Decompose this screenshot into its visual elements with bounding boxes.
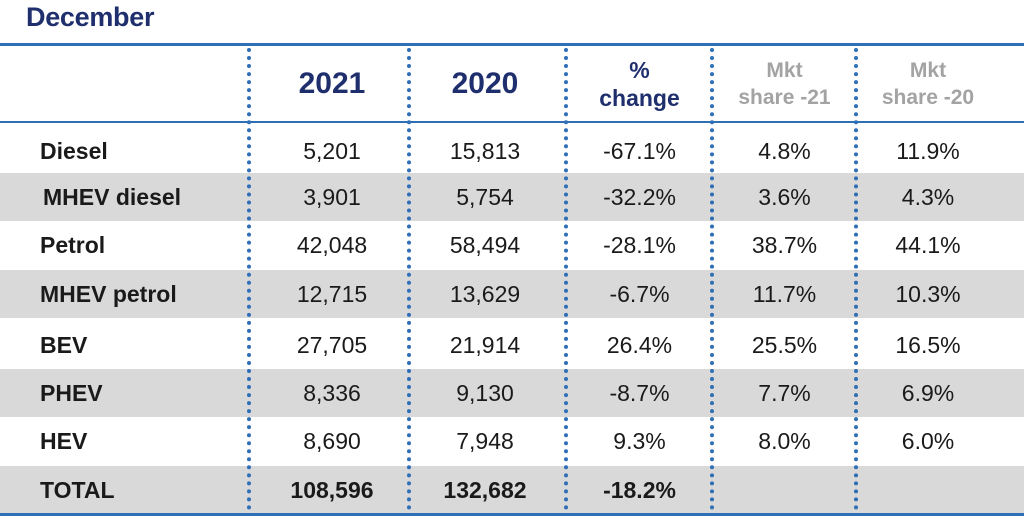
- cell-2021: 108,596: [290, 476, 374, 503]
- table-title: December: [26, 2, 155, 32]
- cell-2020: 132,682: [443, 476, 527, 503]
- cell-mkt-share-20: 4.3%: [901, 183, 955, 210]
- header-mkt21-line1: Mkt: [766, 58, 803, 82]
- header-2020-label: 2020: [451, 66, 519, 100]
- column-divider: [247, 48, 251, 510]
- header-mkt20-line1: Mkt: [909, 58, 947, 82]
- cell-pct-change: -18.2%: [603, 476, 676, 503]
- table-row: BEV 27,705 21,914 26.4% 25.5% 16.5%: [0, 321, 1024, 369]
- header-2020: 2020: [409, 46, 561, 121]
- row-label: BEV: [40, 331, 88, 358]
- cell-mkt-share-21: 38.7%: [751, 231, 818, 258]
- header-pct-line2: change: [599, 84, 680, 111]
- cell-2020: 7,948: [456, 427, 514, 454]
- cell-pct-change: -6.7%: [609, 280, 670, 307]
- column-divider: [564, 48, 568, 510]
- header-mkt21-line2: share -21: [738, 85, 831, 109]
- cell-mkt-share-20: [858, 466, 998, 514]
- table-row: HEV 8,690 7,948 9.3% 8.0% 6.0%: [0, 417, 1024, 465]
- cell-2020: 21,914: [449, 331, 521, 358]
- cell-mkt-share-21: [714, 466, 855, 514]
- column-divider: [710, 48, 714, 510]
- column-divider: [854, 48, 858, 510]
- top-rule: [0, 43, 1024, 46]
- cell-mkt-share-20: 10.3%: [895, 280, 961, 307]
- cell-2021: 12,715: [296, 280, 368, 307]
- cell-2021: 8,336: [303, 379, 361, 406]
- table-row: MHEV petrol 12,715 13,629 -6.7% 11.7% 10…: [0, 270, 1024, 318]
- cell-pct-change: 26.4%: [606, 331, 673, 358]
- row-label: TOTAL: [40, 476, 115, 503]
- cell-pct-change: -67.1%: [603, 137, 676, 164]
- cell-2021: 3,901: [303, 183, 361, 210]
- header-pct-line1: %: [629, 56, 650, 83]
- cell-mkt-share-21: 7.7%: [758, 379, 811, 406]
- cell-pct-change: -8.7%: [609, 379, 670, 406]
- header-2021-label: 2021: [298, 66, 366, 100]
- row-label: MHEV petrol: [40, 280, 177, 307]
- table-row: MHEV diesel 3,901 5,754 -32.2% 3.6% 4.3%: [0, 173, 1024, 221]
- cell-pct-change: -28.1%: [603, 231, 676, 258]
- cell-mkt-share-20: 6.9%: [901, 379, 955, 406]
- cell-2020: 58,494: [449, 231, 521, 258]
- header-2021: 2021: [252, 46, 412, 121]
- header-mkt-share-21: Mkt share -21: [714, 46, 855, 121]
- header-pct-change: % change: [567, 46, 712, 121]
- cell-mkt-share-21: 3.6%: [758, 183, 811, 210]
- header-mkt20-line2: share -20: [881, 85, 975, 109]
- table-row-total: TOTAL 108,596 132,682 -18.2%: [0, 466, 1024, 514]
- cell-2021: 8,690: [303, 427, 361, 454]
- cell-mkt-share-20: 16.5%: [895, 331, 961, 358]
- row-label: MHEV diesel: [43, 183, 182, 210]
- header-rule: [0, 121, 1024, 123]
- cell-2020: 15,813: [449, 137, 521, 164]
- cell-mkt-share-21: 8.0%: [758, 427, 811, 454]
- cell-mkt-share-20: 44.1%: [895, 231, 961, 258]
- row-label: HEV: [40, 427, 88, 454]
- row-label: Diesel: [40, 137, 108, 164]
- cell-mkt-share-21: 4.8%: [758, 137, 811, 164]
- cell-mkt-share-21: 25.5%: [751, 331, 818, 358]
- column-divider: [407, 48, 411, 510]
- cell-pct-change: -32.2%: [603, 183, 676, 210]
- cell-2021: 27,705: [296, 331, 368, 358]
- cell-pct-change: 9.3%: [613, 427, 666, 454]
- table-row: Petrol 42,048 58,494 -28.1% 38.7% 44.1%: [0, 221, 1024, 269]
- cell-mkt-share-20: 6.0%: [901, 427, 955, 454]
- row-label: PHEV: [40, 379, 103, 406]
- cell-2020: 13,629: [449, 280, 521, 307]
- table-row: Diesel 5,201 15,813 -67.1% 4.8% 11.9%: [0, 127, 1024, 175]
- cell-2021: 5,201: [303, 137, 361, 164]
- bottom-rule: [0, 513, 1024, 516]
- cell-mkt-share-20: 11.9%: [896, 137, 960, 164]
- cell-2020: 5,754: [456, 183, 514, 210]
- table-row: PHEV 8,336 9,130 -8.7% 7.7% 6.9%: [0, 369, 1024, 417]
- header-mkt-share-20: Mkt share -20: [858, 46, 998, 121]
- cell-2021: 42,048: [296, 231, 368, 258]
- cell-mkt-share-21: 11.7%: [752, 280, 817, 307]
- row-label: Petrol: [40, 231, 106, 258]
- cell-2020: 9,130: [456, 379, 514, 406]
